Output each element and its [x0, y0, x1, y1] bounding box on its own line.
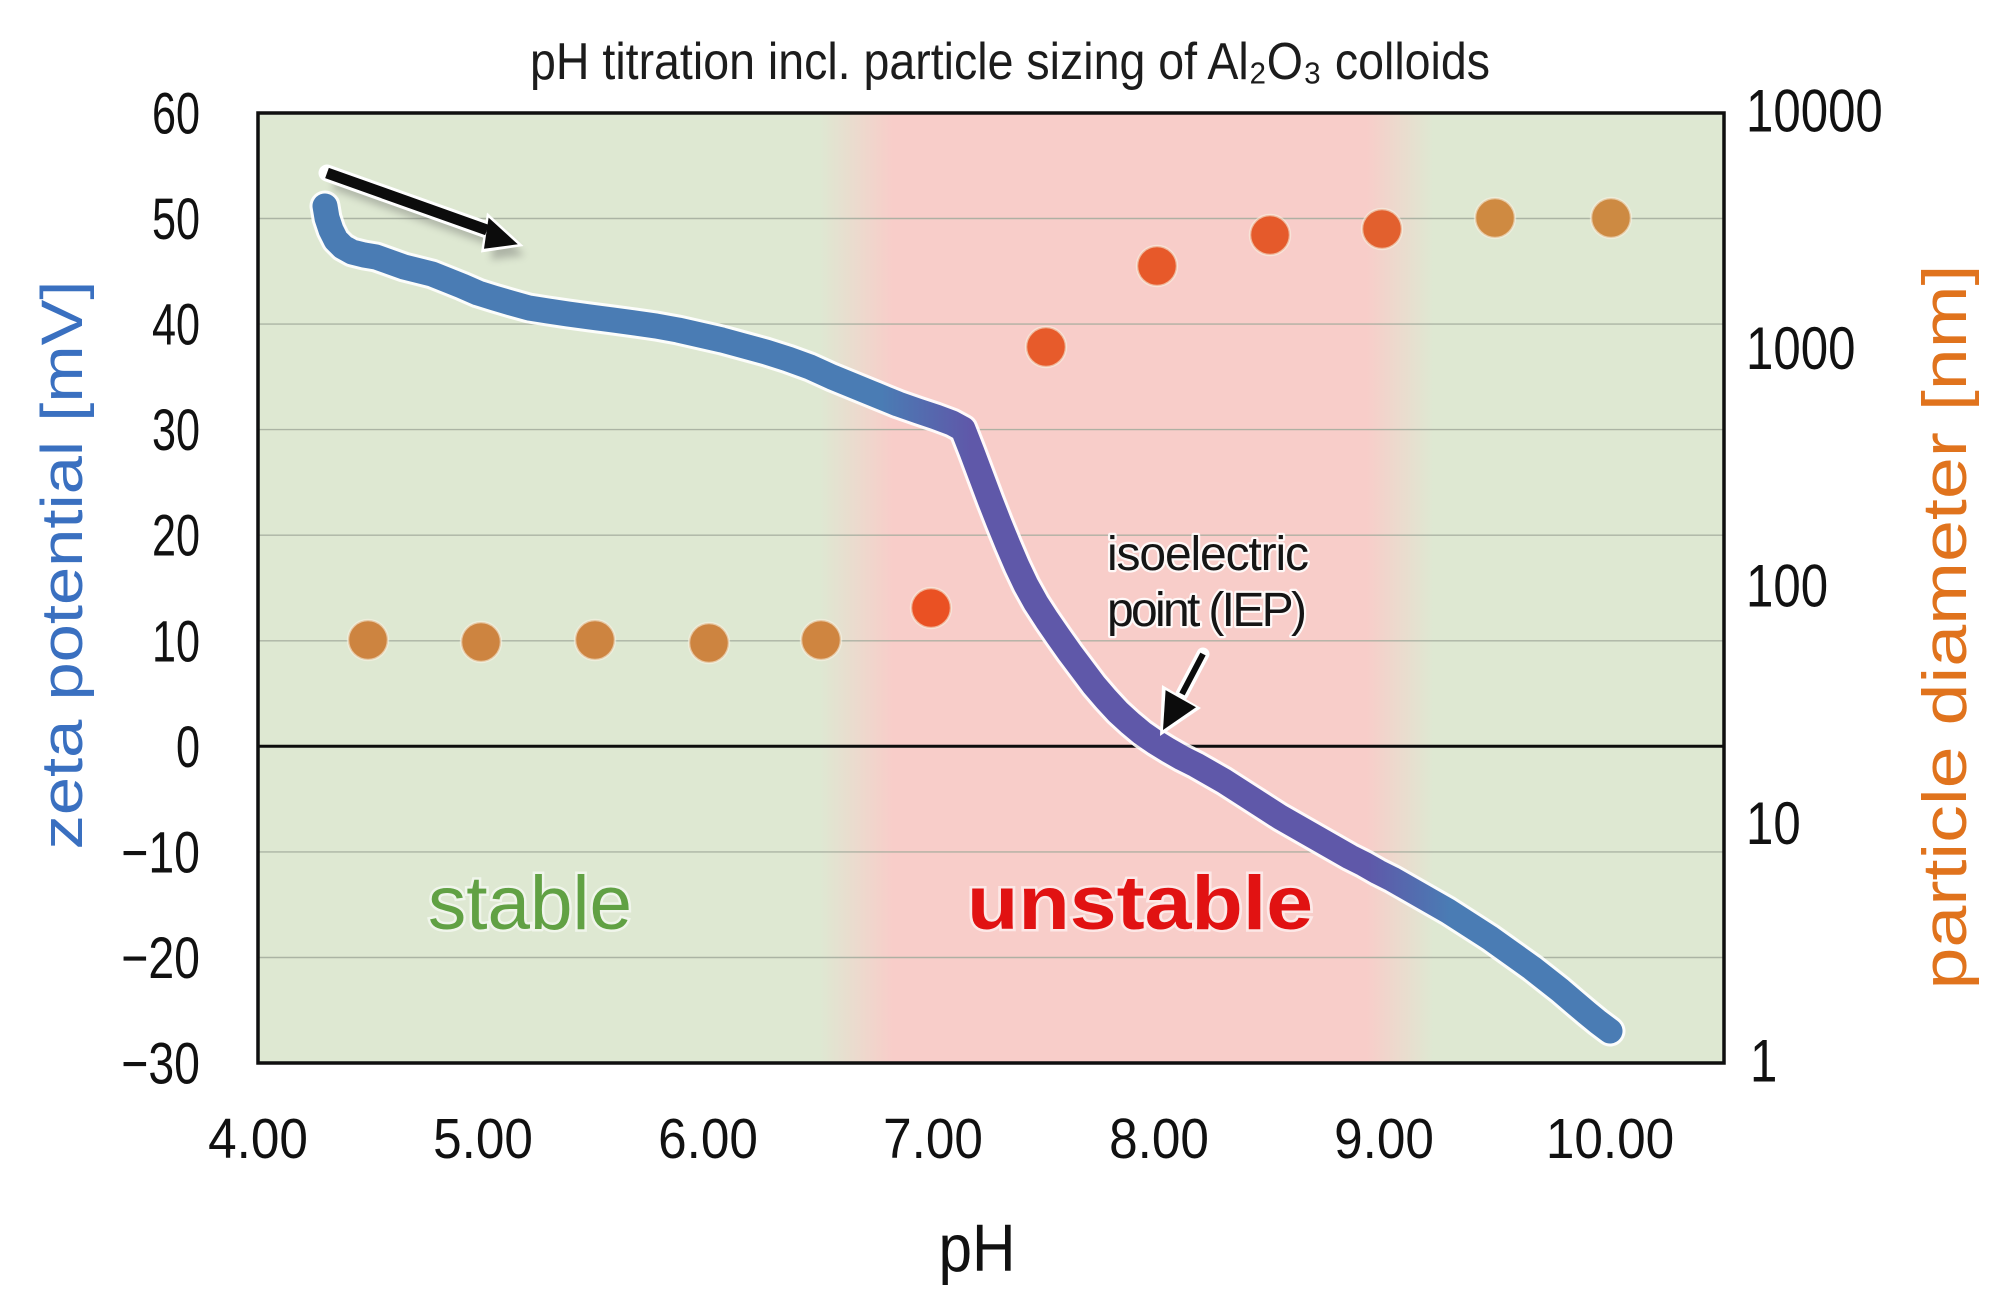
svg-text:0: 0	[176, 715, 200, 780]
svg-text:6.00: 6.00	[658, 1108, 758, 1171]
svg-text:100: 100	[1746, 552, 1828, 620]
svg-text:5.00: 5.00	[433, 1108, 533, 1171]
svg-text:isoelectric: isoelectric	[1107, 528, 1309, 581]
svg-text:point (IEP): point (IEP)	[1107, 584, 1307, 637]
svg-text:50: 50	[152, 187, 200, 252]
svg-text:zeta potential [mV]: zeta potential [mV]	[30, 281, 95, 850]
svg-text:40: 40	[152, 292, 200, 357]
svg-text:30: 30	[152, 398, 200, 463]
svg-text:−30: −30	[121, 1032, 200, 1097]
svg-text:4.00: 4.00	[208, 1108, 308, 1171]
svg-text:point (IEP): point (IEP)	[1107, 584, 1307, 637]
svg-text:pH: pH	[938, 1210, 1015, 1286]
svg-text:9.00: 9.00	[1334, 1108, 1434, 1171]
svg-text:particle diameter [nm]: particle diameter [nm]	[1911, 265, 1980, 990]
svg-text:1: 1	[1750, 1027, 1777, 1095]
svg-text:unstable: unstable	[967, 861, 1313, 946]
svg-text:−10: −10	[121, 820, 200, 885]
svg-text:10: 10	[152, 609, 200, 674]
svg-text:pH titration incl. particle si: pH titration incl. particle sizing of Al…	[530, 33, 1490, 91]
svg-text:isoelectric: isoelectric	[1107, 528, 1309, 581]
svg-text:−20: −20	[121, 926, 200, 991]
svg-text:60: 60	[152, 81, 200, 146]
svg-text:7.00: 7.00	[883, 1108, 983, 1171]
svg-text:stable: stable	[428, 861, 632, 946]
svg-text:10.00: 10.00	[1546, 1108, 1674, 1171]
svg-text:8.00: 8.00	[1109, 1108, 1209, 1171]
svg-text:10: 10	[1746, 789, 1801, 857]
svg-text:1000: 1000	[1746, 314, 1855, 382]
svg-text:20: 20	[152, 504, 200, 569]
svg-text:10000: 10000	[1746, 77, 1883, 145]
